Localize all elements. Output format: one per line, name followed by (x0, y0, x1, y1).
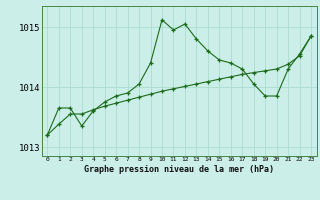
X-axis label: Graphe pression niveau de la mer (hPa): Graphe pression niveau de la mer (hPa) (84, 165, 274, 174)
